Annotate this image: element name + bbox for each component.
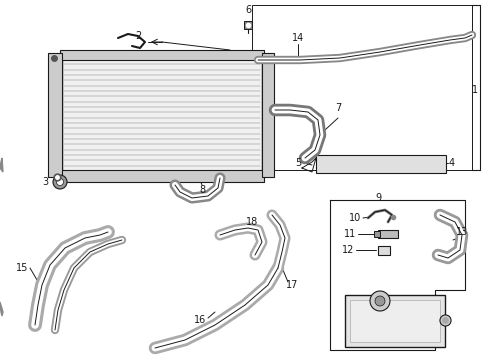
Text: 18: 18 (246, 217, 258, 227)
Text: 2: 2 (135, 31, 141, 41)
Text: 13: 13 (456, 227, 468, 237)
Polygon shape (244, 21, 252, 29)
Text: 17: 17 (286, 280, 298, 290)
Text: 4: 4 (449, 158, 455, 168)
Text: 14: 14 (292, 33, 304, 43)
Bar (252, 5, 472, 170)
Text: 15: 15 (16, 263, 28, 273)
Text: 7: 7 (335, 103, 341, 113)
Bar (48, 53, 62, 177)
Bar (62, 55, 262, 175)
Circle shape (370, 291, 390, 311)
Circle shape (53, 175, 67, 189)
Bar (316, 155, 446, 173)
Text: 5: 5 (295, 158, 301, 168)
Polygon shape (0, 302, 3, 316)
Text: 11: 11 (344, 229, 356, 239)
Text: 3: 3 (42, 177, 48, 187)
Text: 10: 10 (349, 213, 361, 223)
Bar (60, 170, 264, 182)
Bar (378, 230, 398, 238)
Polygon shape (0, 158, 3, 172)
Text: 6: 6 (245, 5, 251, 15)
Bar (378, 246, 390, 255)
Text: 12: 12 (342, 245, 354, 255)
Circle shape (56, 179, 64, 185)
Text: 16: 16 (194, 315, 206, 325)
Text: 9: 9 (375, 193, 381, 203)
Text: 1: 1 (472, 85, 478, 95)
Text: 8: 8 (199, 185, 205, 195)
Circle shape (375, 296, 385, 306)
Bar (262, 53, 274, 177)
Bar (60, 50, 264, 60)
Bar (350, 300, 440, 342)
Bar (345, 295, 445, 347)
Bar (374, 231, 380, 237)
